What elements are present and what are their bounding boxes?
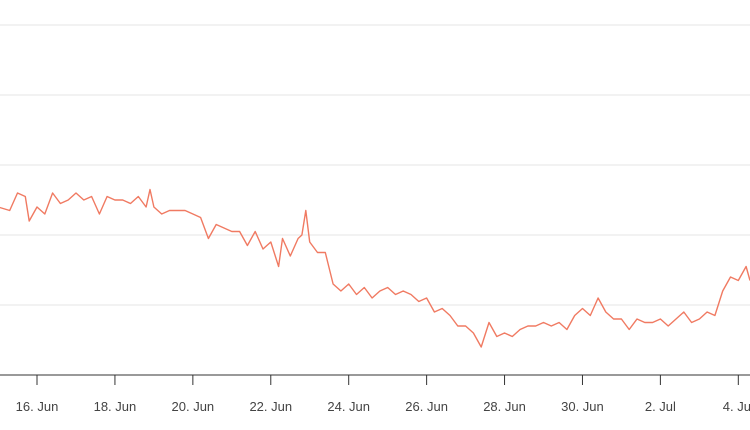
x-axis-labels: 16. Jun 18. Jun 20. Jun 22. Jun 24. Jun 26. J…	[16, 399, 750, 414]
x-tick-label: 20. Jun	[172, 399, 215, 414]
x-tick-label: 24. Jun	[327, 399, 370, 414]
x-tick-label: 30. Jun	[561, 399, 604, 414]
x-tick-label: 22. Jun	[249, 399, 292, 414]
x-tick-label: 26. Jun	[405, 399, 448, 414]
gridlines	[0, 24, 750, 306]
x-tick-label: 18. Jun	[94, 399, 137, 414]
series-line	[0, 188, 750, 348]
x-tick-label: 28. Jun	[483, 399, 526, 414]
x-axis-ticks	[36, 375, 739, 385]
x-tick-label: 4. Jul	[723, 399, 750, 414]
x-tick-label: 16. Jun	[16, 399, 59, 414]
x-tick-label: 2. Jul	[645, 399, 676, 414]
